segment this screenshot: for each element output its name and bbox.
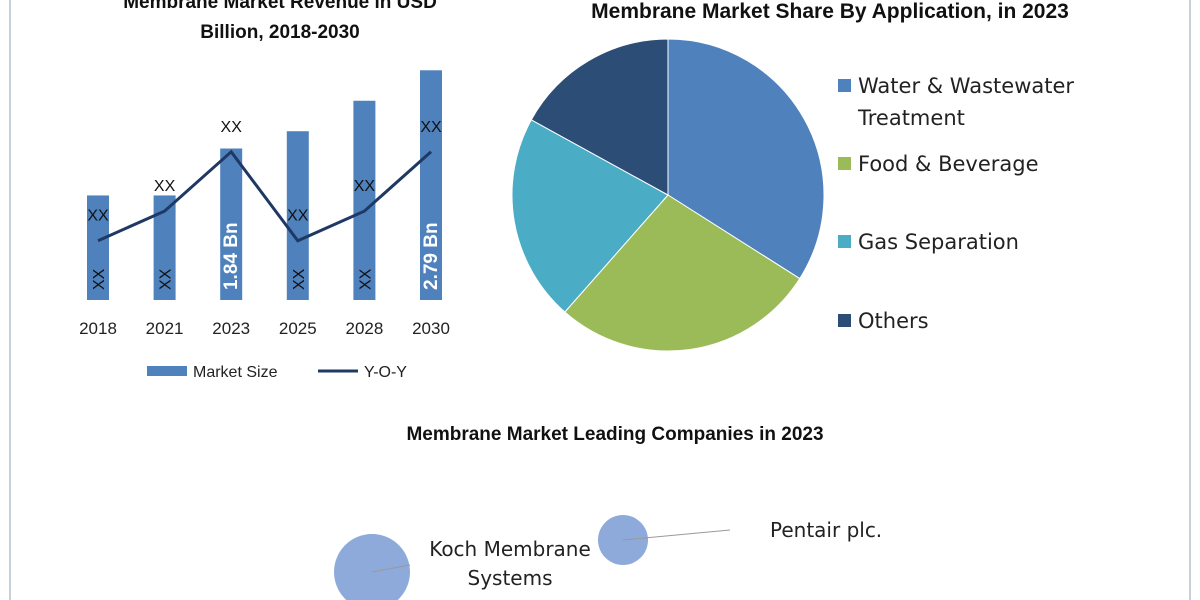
line xyxy=(97,149,432,243)
x-tick-label: 2030 xyxy=(412,319,450,338)
line-value-label: XX xyxy=(420,119,442,136)
legend-label: Y-O-Y xyxy=(364,364,407,381)
legend-swatch xyxy=(838,79,851,92)
line-value-label: XX xyxy=(287,208,309,225)
legend-label: Water & Wastewater Treatment xyxy=(858,74,1075,130)
x-tick-label: 2025 xyxy=(279,319,317,338)
x-tick-label: 2021 xyxy=(146,319,184,338)
bar-value-label: 1.84 Bn xyxy=(221,222,242,290)
x-tick-label: 2018 xyxy=(79,319,117,338)
bar-value-label: XX xyxy=(357,268,374,290)
leader-line xyxy=(622,529,731,541)
pie-slice xyxy=(511,119,669,313)
legend-swatch xyxy=(838,157,851,170)
bar-value-label: XX xyxy=(158,268,175,290)
legend-swatch xyxy=(838,235,851,248)
bar xyxy=(87,195,109,300)
legend-label: Market Size xyxy=(193,364,278,381)
legend-swatch xyxy=(147,366,187,376)
bar-value-label: 2.79 Bn xyxy=(421,222,442,290)
legend-label: Food & Beverage xyxy=(858,152,1039,176)
x-tick-label: 2023 xyxy=(212,319,250,338)
legend-label: Others xyxy=(858,309,929,333)
chart-title: Membrane Market Share By Application, in… xyxy=(591,0,1069,23)
bar xyxy=(286,131,309,300)
leader-line xyxy=(371,564,411,573)
line-value-label: XX xyxy=(221,119,243,136)
line-value-label: XX xyxy=(154,178,176,195)
legend-swatch xyxy=(838,314,851,327)
bubble-label: Koch Membrane Systems xyxy=(429,537,591,590)
frame xyxy=(9,0,1191,600)
bubble xyxy=(334,534,410,600)
line-value-label: XX xyxy=(354,178,376,195)
chart-title: Membrane Market Leading Companies in 202… xyxy=(406,424,824,445)
legend-label: Gas Separation xyxy=(858,230,1019,254)
bar xyxy=(353,100,376,301)
x-tick-label: 2028 xyxy=(345,319,383,338)
chart-title: Membrane Market Revenue in USD Billion, … xyxy=(123,0,437,43)
bar xyxy=(420,70,442,300)
pie-slice xyxy=(667,38,825,280)
bar xyxy=(220,148,243,300)
bubble-label: Pentair plc. xyxy=(770,518,883,542)
bar xyxy=(153,195,176,300)
bar-value-label: XX xyxy=(291,268,308,290)
pie-slice xyxy=(564,194,801,352)
pie-slice xyxy=(530,38,669,196)
line-value-label: XX xyxy=(87,208,109,225)
bar-value-label: XX xyxy=(91,268,108,290)
